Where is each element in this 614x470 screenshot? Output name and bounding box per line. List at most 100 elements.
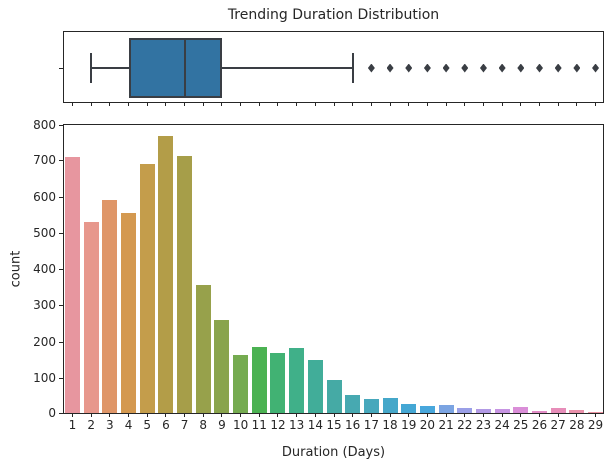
y-tick [59, 125, 63, 126]
x-tick-label: 20 [419, 418, 436, 432]
box-axes-x-tick [576, 102, 578, 106]
x-tick [539, 413, 540, 417]
y-tick-label: 200 [33, 334, 56, 349]
bar-duration-2 [83, 222, 99, 413]
box-axes-x-tick [90, 102, 92, 106]
x-tick-label: 7 [180, 418, 189, 432]
bar-duration-12 [270, 353, 286, 413]
bar-duration-29 [588, 412, 604, 413]
outlier-diamond [442, 63, 450, 73]
x-tick-label: 23 [475, 418, 492, 432]
bar-duration-28 [569, 410, 585, 413]
box-axes-x-tick [352, 102, 354, 106]
box-axes-x-tick [146, 102, 148, 106]
outlier-diamond [536, 63, 543, 73]
bar-duration-10 [233, 355, 249, 413]
x-tick [501, 413, 503, 417]
box-axes-x-tick [408, 102, 410, 106]
x-tick [389, 413, 391, 417]
x-tick [520, 413, 522, 417]
box-axes-x-tick [240, 102, 242, 106]
x-tick-label: 26 [531, 418, 548, 432]
x-tick-label: 21 [438, 418, 454, 432]
y-tick [59, 160, 63, 162]
bar-duration-18 [382, 398, 398, 413]
bar-duration-8 [195, 285, 211, 413]
x-tick-label: 12 [270, 418, 286, 432]
box-axes-x-tick [165, 102, 167, 106]
x-tick-label: 3 [106, 418, 114, 432]
x-tick [445, 413, 447, 417]
x-tick [370, 413, 372, 417]
outlier-diamond [479, 63, 487, 73]
x-tick-label: 19 [401, 418, 417, 432]
y-tick [59, 377, 63, 379]
x-tick [90, 413, 92, 417]
x-tick [258, 413, 260, 417]
x-tick-label: 4 [124, 418, 133, 432]
box-axes-x-tick [221, 102, 223, 106]
x-tick [277, 413, 279, 417]
bar-duration-22 [457, 408, 473, 413]
outlier-diamond [517, 63, 525, 73]
y-tick [59, 305, 63, 307]
x-tick [576, 413, 578, 417]
box-axes-x-tick [464, 102, 466, 106]
x-tick-label: 27 [550, 418, 566, 432]
y-tick-label: 300 [33, 298, 56, 313]
bar-duration-5 [139, 164, 155, 413]
y-tick [59, 196, 63, 198]
y-tick-label: 100 [33, 370, 56, 385]
x-tick-label: 29 [587, 418, 604, 432]
x-tick-label: 9 [218, 418, 226, 432]
bar-duration-24 [494, 409, 510, 413]
bar-duration-23 [475, 409, 491, 413]
bar-duration-27 [550, 408, 566, 413]
y-tick-label: 500 [33, 225, 56, 240]
y-tick-label: 800 [33, 118, 56, 132]
bar-chart-axes: 1 2 3 4 5 6 7 8 9 10 11 12 13 14 15 16 17 18 19 20 21 22 23 24 2… [33, 118, 604, 432]
x-tick-label: 18 [382, 418, 398, 432]
box-axes-x-tick [109, 102, 111, 106]
x-tick-label: 8 [199, 418, 208, 432]
outlier-diamond [405, 63, 413, 73]
box-axes-x-tick [557, 102, 559, 106]
bar-duration-3 [102, 200, 118, 413]
outlier-diamond [573, 63, 581, 73]
x-tick-label: 14 [307, 418, 323, 432]
box-axes-y-tick [59, 67, 63, 69]
bar-duration-17 [363, 399, 379, 413]
y-tick [59, 341, 63, 343]
bar-duration-15 [326, 380, 342, 413]
bar-duration-4 [121, 213, 137, 413]
box-axes-x-tick [445, 102, 447, 106]
outlier-diamond [423, 63, 431, 73]
bar-duration-14 [307, 360, 323, 413]
x-tick [296, 413, 298, 417]
bar-duration-26 [532, 411, 547, 413]
y-tick [59, 232, 63, 234]
box-axes-x-tick [277, 102, 279, 106]
x-tick [128, 413, 130, 417]
box-axes-x-tick [426, 102, 428, 106]
x-tick [333, 413, 335, 417]
box-axes-x-tick [389, 102, 391, 106]
x-tick [240, 413, 242, 417]
y-tick [59, 269, 63, 270]
box-axes-x-tick [370, 102, 372, 106]
y-tick-label: 0 [48, 406, 56, 420]
whisker-low-line [91, 67, 129, 69]
x-axis-label: Duration (Days) [281, 445, 386, 460]
x-tick [464, 413, 466, 417]
x-tick [314, 413, 316, 417]
x-tick-label: 11 [251, 418, 267, 432]
box-axes-x-tick [333, 102, 335, 106]
box-axes-x-tick [520, 102, 522, 106]
x-tick-label: 6 [162, 418, 170, 432]
box-axes-x-tick [184, 102, 186, 106]
x-tick-label: 10 [232, 418, 249, 432]
x-tick-label: 1 [68, 418, 77, 432]
bar-duration-7 [177, 156, 193, 413]
x-tick-label: 16 [345, 418, 361, 432]
